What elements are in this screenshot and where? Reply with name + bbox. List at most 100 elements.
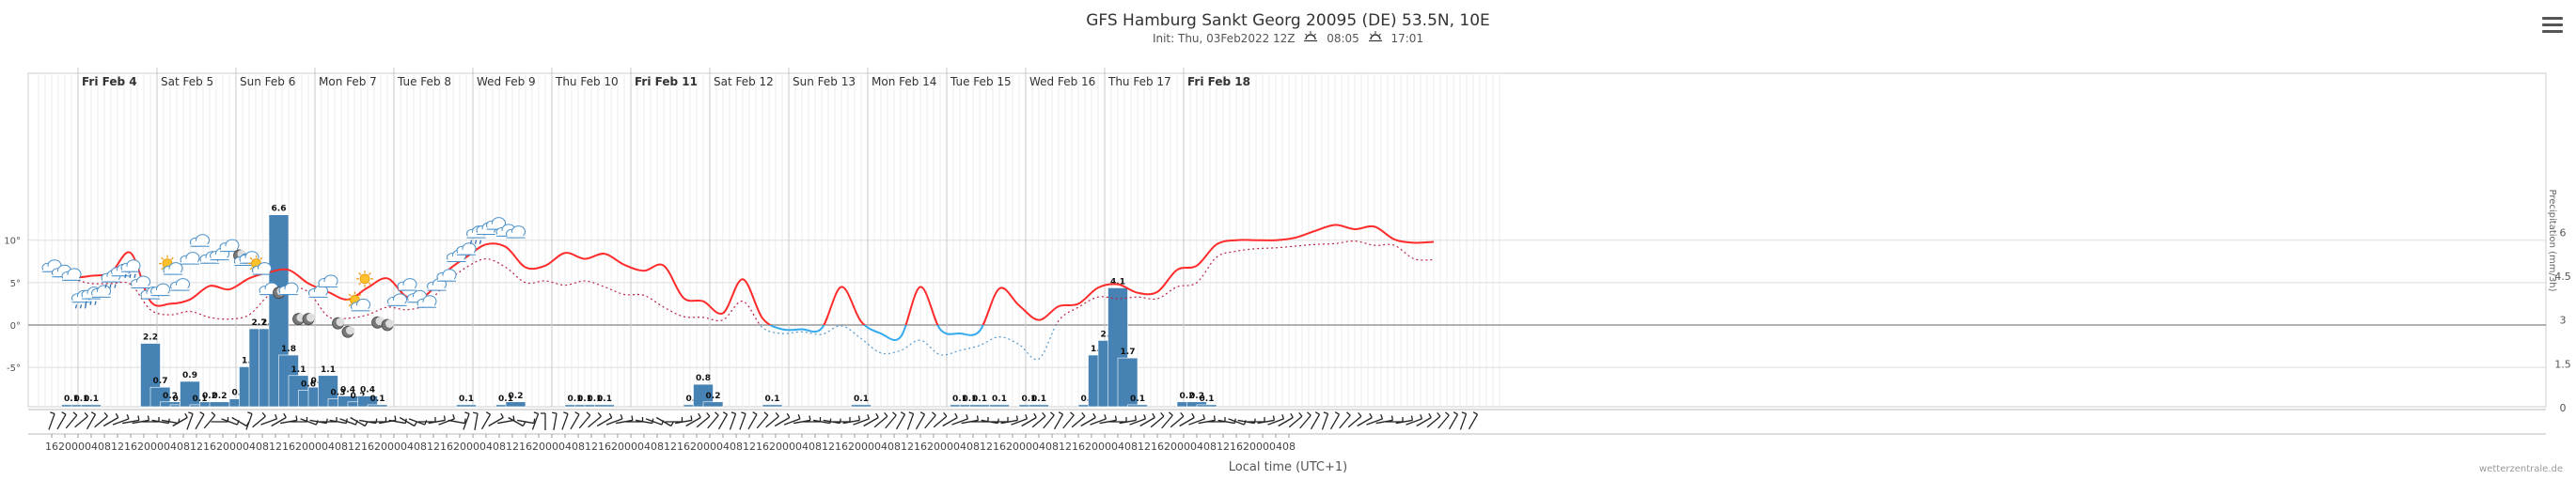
day-label: Sat Feb 12: [714, 75, 774, 88]
wind-barb: [1257, 415, 1276, 425]
cloud-icon: [180, 252, 200, 265]
wind-barb: [1299, 411, 1312, 429]
wind-barb: [488, 412, 504, 427]
cloud-icon: [456, 242, 477, 255]
wind-barb: [122, 415, 140, 425]
wind-barb: [1053, 411, 1064, 430]
hour-tick-label: 04: [322, 441, 335, 453]
wind-barb: [1043, 411, 1055, 429]
wind-barb: [823, 418, 841, 425]
precip-label: 0.6: [301, 379, 316, 389]
wind-barb: [885, 411, 897, 429]
precip-bar: [1029, 404, 1049, 408]
y-right-tick-label: 1.5: [2554, 358, 2571, 370]
hour-tick-label: 08: [1045, 441, 1059, 453]
wind-barb: [1375, 415, 1394, 425]
cloud-icon: [150, 283, 170, 297]
wind-row: [28, 409, 2546, 435]
wind-barb: [1119, 415, 1138, 425]
cloud-icon: [41, 259, 62, 272]
rain-cloud-icon: [120, 259, 141, 278]
hour-tick-label: 12: [664, 441, 677, 453]
wind-barb: [94, 411, 108, 428]
hour-tick-label: 20: [611, 441, 624, 453]
hour-tick-label: 04: [85, 441, 98, 453]
wind-barb: [915, 411, 926, 430]
hour-tick-label: 04: [401, 441, 414, 453]
wind-barb: [231, 416, 250, 427]
day-label: Fri Feb 18: [1187, 75, 1250, 88]
cloud-icon: [486, 217, 506, 230]
wind-barb: [616, 415, 634, 425]
cloud-icon: [447, 249, 466, 262]
sun-icon: [356, 270, 373, 287]
wind-barb: [1468, 411, 1479, 430]
hour-tick-label: 00: [545, 441, 558, 453]
wind-barb: [1071, 411, 1086, 428]
wind-barb: [1080, 412, 1096, 427]
cloud-icon: [91, 285, 111, 298]
wind-barb: [1437, 411, 1450, 429]
moon-icon: [341, 325, 354, 338]
wind-barb: [1179, 412, 1195, 427]
wind-barb: [1406, 414, 1423, 426]
wind-barb: [74, 411, 88, 428]
wind-barb: [1357, 412, 1373, 427]
hour-tick-label: 12: [1138, 441, 1151, 453]
y-right-tick-label: 4.5: [2554, 271, 2571, 283]
wind-barb: [1150, 411, 1165, 428]
wind-barb: [873, 411, 888, 428]
precip-bar: [702, 401, 724, 408]
precip-bar: [1196, 404, 1217, 408]
wind-barb: [942, 412, 958, 427]
wind-barb: [1386, 417, 1404, 423]
cloud-icon: [170, 278, 190, 291]
wind-barb: [195, 411, 205, 430]
wind-barb: [747, 411, 758, 430]
wind-barb: [350, 416, 369, 427]
hour-tick-label: 20: [216, 441, 229, 453]
wind-barb: [765, 411, 779, 428]
precip-label: 0.1: [1130, 395, 1145, 404]
wind-barb: [578, 411, 591, 429]
precip-label: 2.7: [252, 318, 267, 328]
hour-tick-label: 08: [1203, 441, 1217, 453]
wind-barb: [1161, 411, 1173, 429]
precip-label: 0.1: [193, 395, 208, 404]
wind-barb: [1329, 411, 1341, 430]
wind-barb: [813, 418, 832, 425]
hour-tick-label: 08: [572, 441, 585, 453]
wind-barb: [428, 415, 447, 425]
temperature-line: [51, 224, 1435, 325]
precip-label: 0.1: [992, 395, 1007, 404]
wind-barb: [1031, 411, 1046, 428]
wind-barb: [280, 415, 298, 425]
hour-tick-label: 20: [374, 441, 387, 453]
precip-bar: [367, 404, 388, 408]
wind-barb: [951, 414, 969, 426]
hour-tick-label: 00: [1019, 441, 1032, 453]
cloud-icon: [397, 278, 417, 291]
wind-barb: [418, 417, 436, 423]
hour-tick-label: 16: [598, 441, 611, 453]
hour-tick-label: 08: [414, 441, 427, 453]
cloud-icon: [111, 263, 131, 277]
hour-tick-label: 12: [980, 441, 993, 453]
y-right-axis-title: Precipitation (mm/3h): [2547, 189, 2557, 291]
wind-barb: [86, 411, 97, 430]
wind-barb: [369, 417, 387, 423]
hamburger-menu-icon[interactable]: [2542, 17, 2563, 34]
wind-barb: [596, 412, 613, 427]
cloud-icon: [131, 275, 150, 288]
wind-barb: [203, 411, 216, 429]
hour-tick-label: 20: [690, 441, 703, 453]
precip-label: 0.8: [696, 374, 711, 383]
hour-tick-label: 04: [1111, 441, 1124, 453]
hour-tick-label: 08: [1282, 441, 1296, 453]
hour-tick-label: 00: [71, 441, 85, 453]
wind-barb: [739, 411, 746, 430]
wind-barb: [1248, 417, 1265, 423]
wind-barb: [991, 417, 1009, 423]
wind-barb: [1090, 414, 1107, 426]
hour-tick-label: 12: [348, 441, 361, 453]
